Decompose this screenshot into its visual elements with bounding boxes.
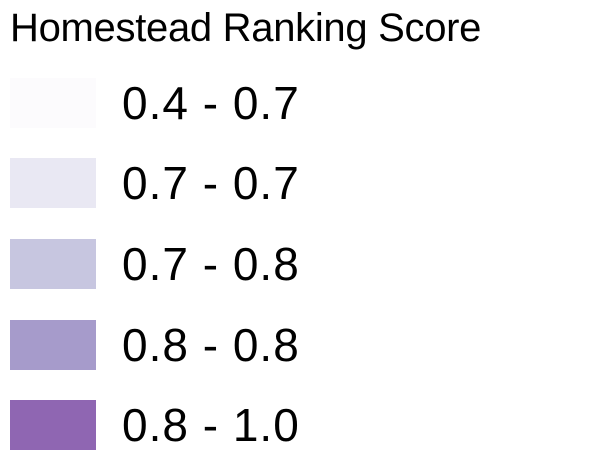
legend-swatch: [10, 239, 96, 289]
legend-item: 0.4 - 0.7: [10, 77, 570, 130]
legend-item: 0.8 - 1.0: [10, 399, 570, 452]
legend-item-label: 0.8 - 1.0: [122, 399, 300, 451]
legend-title: Homestead Ranking Score: [10, 6, 482, 50]
legend-item: 0.7 - 0.8: [10, 238, 570, 291]
legend-item: 0.7 - 0.7: [10, 157, 570, 210]
legend-item: 0.8 - 0.8: [10, 319, 570, 372]
legend-item-label: 0.8 - 0.8: [122, 319, 300, 371]
legend-swatch: [10, 158, 96, 208]
legend-swatch: [10, 400, 96, 450]
legend-item-label: 0.7 - 0.8: [122, 238, 300, 290]
legend-swatch: [10, 320, 96, 370]
legend-item-label: 0.7 - 0.7: [122, 157, 300, 209]
legend-item-label: 0.4 - 0.7: [122, 77, 300, 129]
legend-swatch: [10, 78, 96, 128]
